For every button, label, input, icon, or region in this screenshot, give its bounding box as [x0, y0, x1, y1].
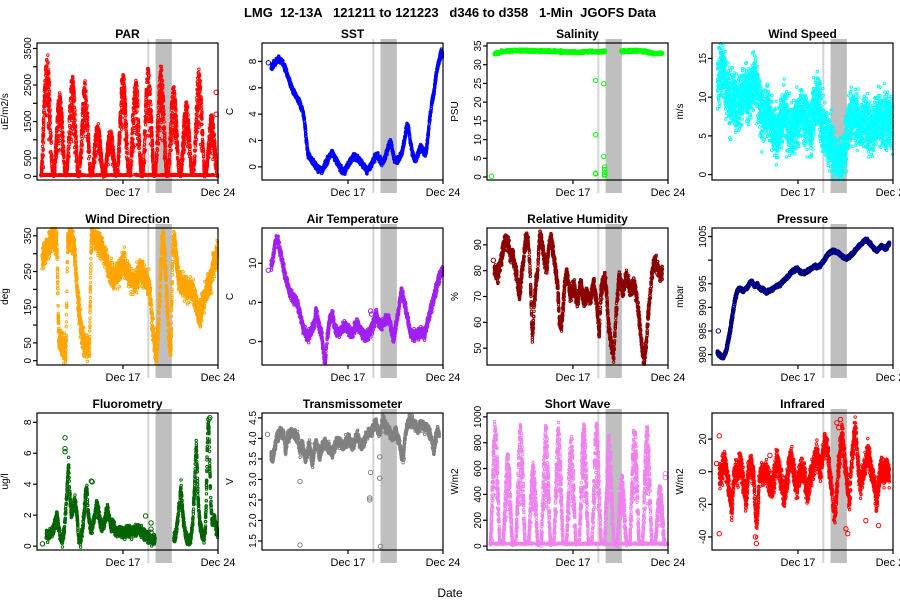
panel-transmissometer [225, 399, 465, 584]
panel-relative-humidity [450, 214, 690, 399]
short-wave-chart [450, 399, 690, 584]
panel-wind-speed [675, 29, 900, 214]
panel-grid [0, 29, 900, 584]
panel-sst [225, 29, 465, 214]
wind-speed-chart [675, 29, 900, 214]
x-axis-label: Date [437, 586, 463, 600]
salinity-chart [450, 29, 690, 214]
figure-title: LMG 12-13A 121211 to 121223 d346 to d358… [243, 5, 657, 20]
fluorometry-chart [0, 399, 240, 584]
panel-short-wave [450, 399, 690, 584]
wind-direction-chart [0, 214, 240, 399]
panel-pressure [675, 214, 900, 399]
panel-wind-direction [0, 214, 240, 399]
panel-air-temperature [225, 214, 465, 399]
air-temperature-chart [225, 214, 465, 399]
transmissometer-chart [225, 399, 465, 584]
pressure-chart [675, 214, 900, 399]
panel-par [0, 29, 240, 214]
par-chart [0, 29, 240, 214]
sst-chart [225, 29, 465, 214]
panel-fluorometry [0, 399, 240, 584]
panel-salinity [450, 29, 690, 214]
panel-infrared [675, 399, 900, 584]
infrared-chart [675, 399, 900, 584]
relative-humidity-chart [450, 214, 690, 399]
